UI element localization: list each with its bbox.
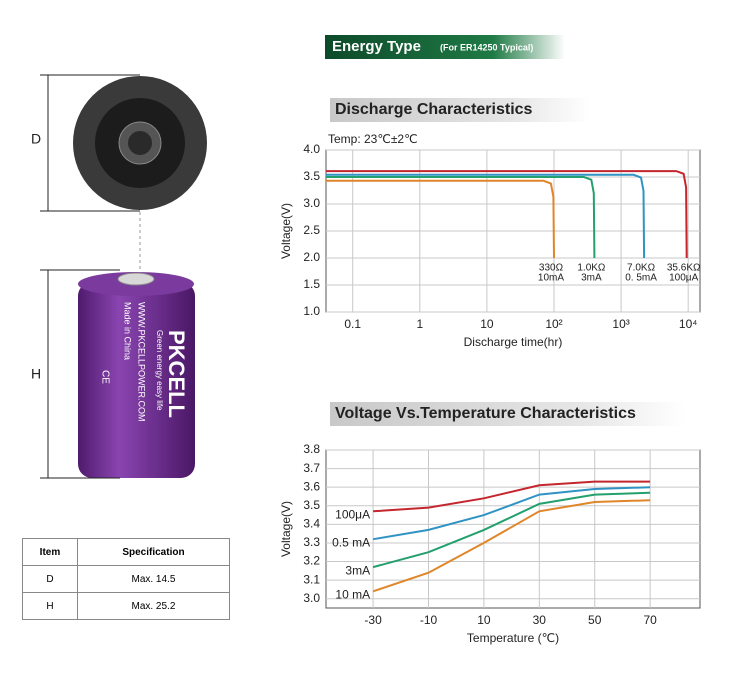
- series-line: [326, 179, 555, 259]
- y-tick-label: 3.7: [303, 461, 320, 475]
- series-label: 3mA: [581, 273, 602, 284]
- battery-body: [78, 282, 195, 478]
- y-tick-label: 3.6: [303, 479, 320, 493]
- y-axis-label: Voltage(V): [279, 501, 293, 557]
- y-tick-label: 1.5: [303, 277, 320, 291]
- chart-title: Voltage Vs.Temperature Characteristics: [335, 405, 636, 422]
- header-bg: [330, 98, 590, 122]
- y-tick-label: 1.0: [303, 304, 320, 318]
- battery-mark: CE: [99, 370, 110, 384]
- x-tick-label: 0.1: [344, 317, 361, 331]
- dimension-h: [40, 269, 120, 479]
- series-label: 0.5 mA: [332, 535, 370, 549]
- banner-title: Energy Type: [332, 38, 421, 55]
- y-tick-label: 3.4: [303, 517, 320, 531]
- y-tick-label: 4.0: [303, 142, 320, 156]
- x-tick-label: 30: [533, 613, 547, 627]
- y-tick-label: 3.8: [303, 442, 320, 456]
- series-label: 7.0KΩ: [627, 263, 656, 274]
- banner-subtitle: (For ER14250 Typical): [440, 42, 533, 52]
- x-tick-label: -30: [364, 613, 382, 627]
- series-label: 1.0KΩ: [577, 263, 606, 274]
- x-tick-label: -10: [420, 613, 438, 627]
- table-cell: Max. 25.2: [76, 592, 231, 620]
- y-tick-label: 2.0: [303, 250, 320, 264]
- y-tick-label: 3.0: [303, 591, 320, 605]
- table-header: Item: [22, 538, 78, 566]
- series-label: 100μA: [335, 508, 370, 522]
- x-axis-label: Temperature (℃): [467, 631, 559, 645]
- x-tick-label: 10³: [612, 317, 629, 331]
- y-tick-label: 3.0: [303, 196, 320, 210]
- x-tick-label: 10²: [545, 317, 562, 331]
- battery-cap: [128, 131, 152, 155]
- battery-origin: Made in China: [123, 302, 133, 360]
- series-line: [372, 491, 651, 569]
- plot-area: [325, 449, 701, 609]
- series-line: [326, 170, 688, 259]
- series-label: 35.6KΩ: [667, 263, 701, 274]
- chart-subtitle: Temp: 23℃±2℃: [328, 132, 418, 146]
- banner-bg: [325, 35, 565, 59]
- table-cell: Max. 14.5: [76, 565, 231, 593]
- x-tick-label: 10⁴: [679, 317, 698, 331]
- series-label: 10 mA: [335, 587, 370, 601]
- battery-brand: PKCELL: [164, 330, 189, 418]
- y-tick-label: 3.5: [303, 498, 320, 512]
- series-line: [326, 173, 646, 259]
- dimension-label: D: [31, 131, 41, 147]
- battery-terminal: [117, 272, 155, 286]
- series-line: [373, 480, 651, 513]
- x-tick-label: 10: [480, 317, 494, 331]
- battery-slogan: Green energy easy life: [155, 330, 164, 411]
- series-label: 3mA: [345, 563, 370, 577]
- y-tick-label: 3.1: [303, 572, 320, 586]
- x-tick-label: 70: [643, 613, 657, 627]
- chart-title: Discharge Characteristics: [335, 101, 533, 118]
- series-label: 0. 5mA: [625, 273, 657, 284]
- x-axis-label: Discharge time(hr): [464, 335, 563, 349]
- y-tick-label: 3.2: [303, 554, 320, 568]
- series-label: 10mA: [538, 273, 564, 284]
- y-tick-label: 2.5: [303, 223, 320, 237]
- dimension-label: H: [31, 366, 41, 382]
- x-tick-label: 1: [416, 317, 423, 331]
- y-axis-label: Voltage(V): [279, 203, 293, 259]
- series-line: [372, 499, 651, 593]
- table-cell: D: [22, 565, 78, 593]
- series-line: [326, 176, 596, 259]
- battery-url: WWW.PKCELLPOWER.COM: [137, 302, 147, 422]
- table-cell: H: [22, 592, 78, 620]
- series-line: [372, 486, 651, 541]
- header-bg: [330, 402, 685, 426]
- series-label: 330Ω: [539, 263, 564, 274]
- spec-table: Item Specification D Max. 14.5 H Max. 25.2: [22, 538, 231, 620]
- y-tick-label: 3.5: [303, 169, 320, 183]
- x-tick-label: 50: [588, 613, 602, 627]
- series-label: 100μA: [669, 273, 698, 284]
- table-header: Specification: [76, 538, 231, 566]
- dimension-d: [40, 74, 140, 212]
- x-tick-label: 10: [477, 613, 491, 627]
- battery-print: PKCELL Green energy easy life WWW.PKCELL…: [99, 302, 189, 422]
- y-tick-label: 3.3: [303, 535, 320, 549]
